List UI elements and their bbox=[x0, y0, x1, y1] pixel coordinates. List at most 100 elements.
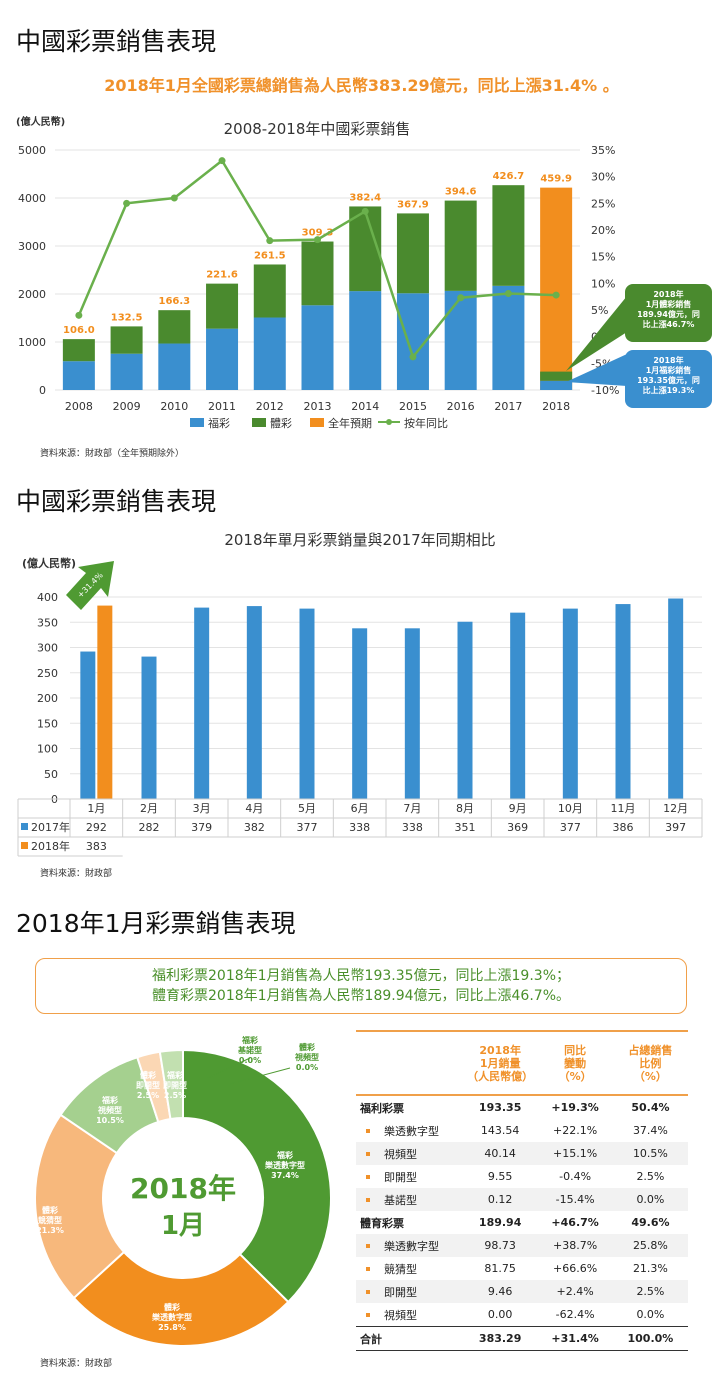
slice-label-line: 福彩 bbox=[101, 1095, 118, 1105]
y-tick-label: 4000 bbox=[18, 192, 46, 205]
y-tick-label: 400 bbox=[37, 591, 58, 604]
y2-tick-label: -10% bbox=[591, 384, 619, 397]
yoy-point bbox=[552, 291, 560, 299]
yoy-point bbox=[409, 353, 417, 361]
y-tick-label: 150 bbox=[37, 717, 58, 730]
bar-2017 bbox=[457, 621, 473, 799]
section-title-2: 中國彩票銷售表現 bbox=[16, 487, 217, 516]
table-cell: 9.46 bbox=[462, 1280, 538, 1303]
table-cell: 81.75 bbox=[484, 1262, 516, 1275]
table-cell: +2.4% bbox=[537, 1280, 613, 1303]
table-cell: +31.4% bbox=[537, 1326, 613, 1351]
sports-callout: 2018年 1月體彩銷售 189.94億元，同 比上漲46.7% bbox=[625, 284, 712, 342]
table-cell: +66.6% bbox=[553, 1262, 598, 1275]
bar-sports bbox=[444, 200, 477, 291]
row-label: 樂透數字型 bbox=[356, 1234, 463, 1257]
bar-data-label: 426.7 bbox=[493, 171, 525, 182]
row-label: 體育彩票 bbox=[360, 1216, 404, 1230]
bar-sports bbox=[492, 185, 525, 286]
bar-data-label: 261.5 bbox=[254, 250, 286, 261]
bar-2017 bbox=[510, 612, 526, 799]
bullet-icon bbox=[366, 1151, 370, 1156]
month-label: 10月 bbox=[558, 802, 583, 815]
table-cell: -0.4% bbox=[559, 1170, 592, 1183]
bar-data-label: 459.9 bbox=[540, 174, 572, 185]
table-row: 福利彩票 193.35 +19.3% 50.4% bbox=[356, 1095, 688, 1119]
bar-sports bbox=[62, 339, 95, 362]
table-cell: 0.12 bbox=[462, 1188, 538, 1211]
value-2017: 377 bbox=[560, 821, 581, 834]
x-tick-label: 2009 bbox=[113, 400, 141, 413]
x-tick-label: 2008 bbox=[65, 400, 93, 413]
table-cell: +38.7% bbox=[537, 1234, 613, 1257]
yoy-point bbox=[266, 237, 274, 245]
chart-annual-sales: (億人民幣) 2008-2018年中國彩票銷售 0 1000 2000 3000 400… bbox=[16, 115, 627, 430]
slice-label-line: 體彩 bbox=[42, 1205, 58, 1215]
bullet-icon bbox=[366, 1266, 370, 1271]
bullet-icon bbox=[366, 1128, 370, 1133]
bar-welfare bbox=[444, 290, 477, 390]
month-label: 7月 bbox=[403, 802, 421, 815]
bullet-icon bbox=[366, 1174, 370, 1179]
month-label: 3月 bbox=[193, 802, 211, 815]
bar-welfare bbox=[206, 328, 239, 390]
slice-label: 體彩樂透數字型 25.8% bbox=[151, 1302, 192, 1332]
month-label: 12月 bbox=[663, 802, 688, 815]
legend-swatch bbox=[252, 418, 266, 427]
bar-2017 bbox=[668, 598, 684, 799]
x-tick-label: 2018 bbox=[542, 400, 570, 413]
y2-tick-label: 30% bbox=[591, 171, 615, 184]
section-title-1: 中國彩票銷售表現 bbox=[16, 27, 217, 56]
slice-label: 福彩樂透數字型 37.4% bbox=[264, 1150, 305, 1180]
y-tick-label: 0 bbox=[39, 384, 46, 397]
month-label: 8月 bbox=[456, 802, 474, 815]
x-tick-label: 2014 bbox=[351, 400, 379, 413]
yoy-point bbox=[218, 157, 226, 165]
legend-swatch bbox=[310, 418, 324, 427]
table-row: 即開型 9.55 -0.4% 2.5% bbox=[356, 1165, 688, 1188]
legend-marker bbox=[386, 419, 392, 425]
bar-welfare bbox=[540, 380, 573, 390]
legend-label: 全年預期 bbox=[328, 416, 372, 430]
headline: 2018年1月全國彩票總銷售為人民幣383.29億元，同比上漲31.4% 。 bbox=[104, 76, 619, 95]
table-cell: +46.7% bbox=[551, 1216, 599, 1229]
slice-label-line: 即開型 bbox=[136, 1080, 160, 1090]
y-tick-label: 350 bbox=[37, 616, 58, 629]
bar-welfare bbox=[396, 293, 429, 390]
slice-label-line: 體彩 bbox=[140, 1070, 156, 1080]
row-label: 視頻型 bbox=[356, 1142, 463, 1165]
month-label: 5月 bbox=[298, 802, 316, 815]
bullet-icon bbox=[366, 1312, 370, 1317]
slice-label-line: 37.4% bbox=[271, 1171, 299, 1180]
y2-tick-label: 15% bbox=[591, 251, 615, 264]
welfare-callout-line2: 193.35億元，同 bbox=[637, 376, 700, 385]
table-header-row: 2018年 1月銷量 （人民幣億） 同比 變動 （%） 占總銷售 比例 （%） bbox=[356, 1031, 688, 1095]
legend-swatch bbox=[21, 842, 28, 849]
y-tick-label: 1000 bbox=[18, 336, 46, 349]
slice-label: 體彩視頻型 0.0% bbox=[294, 1042, 319, 1072]
bar-data-label: 367.9 bbox=[397, 199, 429, 210]
bar-2017 bbox=[562, 608, 578, 799]
table-header-cell: 占總銷售 比例 （%） bbox=[628, 1043, 673, 1083]
leader-line bbox=[229, 1067, 291, 1085]
yoy-point bbox=[457, 294, 465, 302]
value-2017: 369 bbox=[507, 821, 528, 834]
bar-sports bbox=[206, 283, 239, 329]
y-tick-label: 2000 bbox=[18, 288, 46, 301]
row-label: 競猜型 bbox=[356, 1257, 463, 1280]
table-row: 競猜型 81.75 +66.6% 21.3% bbox=[356, 1257, 688, 1280]
table-row: 體育彩票 189.94 +46.7% 49.6% bbox=[356, 1211, 688, 1234]
month-label: 6月 bbox=[351, 802, 369, 815]
donut-slice bbox=[34, 1113, 126, 1300]
bar-data-label: 166.3 bbox=[158, 296, 190, 307]
welfare-callout: 2018年 1月福彩銷售 193.35億元，同 比上漲19.3% bbox=[625, 350, 712, 408]
row-label: 合計 bbox=[356, 1326, 463, 1351]
bar-2017 bbox=[352, 628, 368, 799]
bar-2017 bbox=[80, 651, 96, 799]
x-tick-label: 2016 bbox=[447, 400, 475, 413]
slice-label-line: 福彩 bbox=[166, 1070, 183, 1080]
bar-sports bbox=[253, 264, 286, 318]
table-cell: 49.6% bbox=[631, 1216, 670, 1229]
bar-2017 bbox=[141, 656, 157, 799]
summary-box: 福利彩票2018年1月銷售為人民幣193.35億元，同比上漲19.3%； 體育彩… bbox=[35, 958, 687, 1014]
